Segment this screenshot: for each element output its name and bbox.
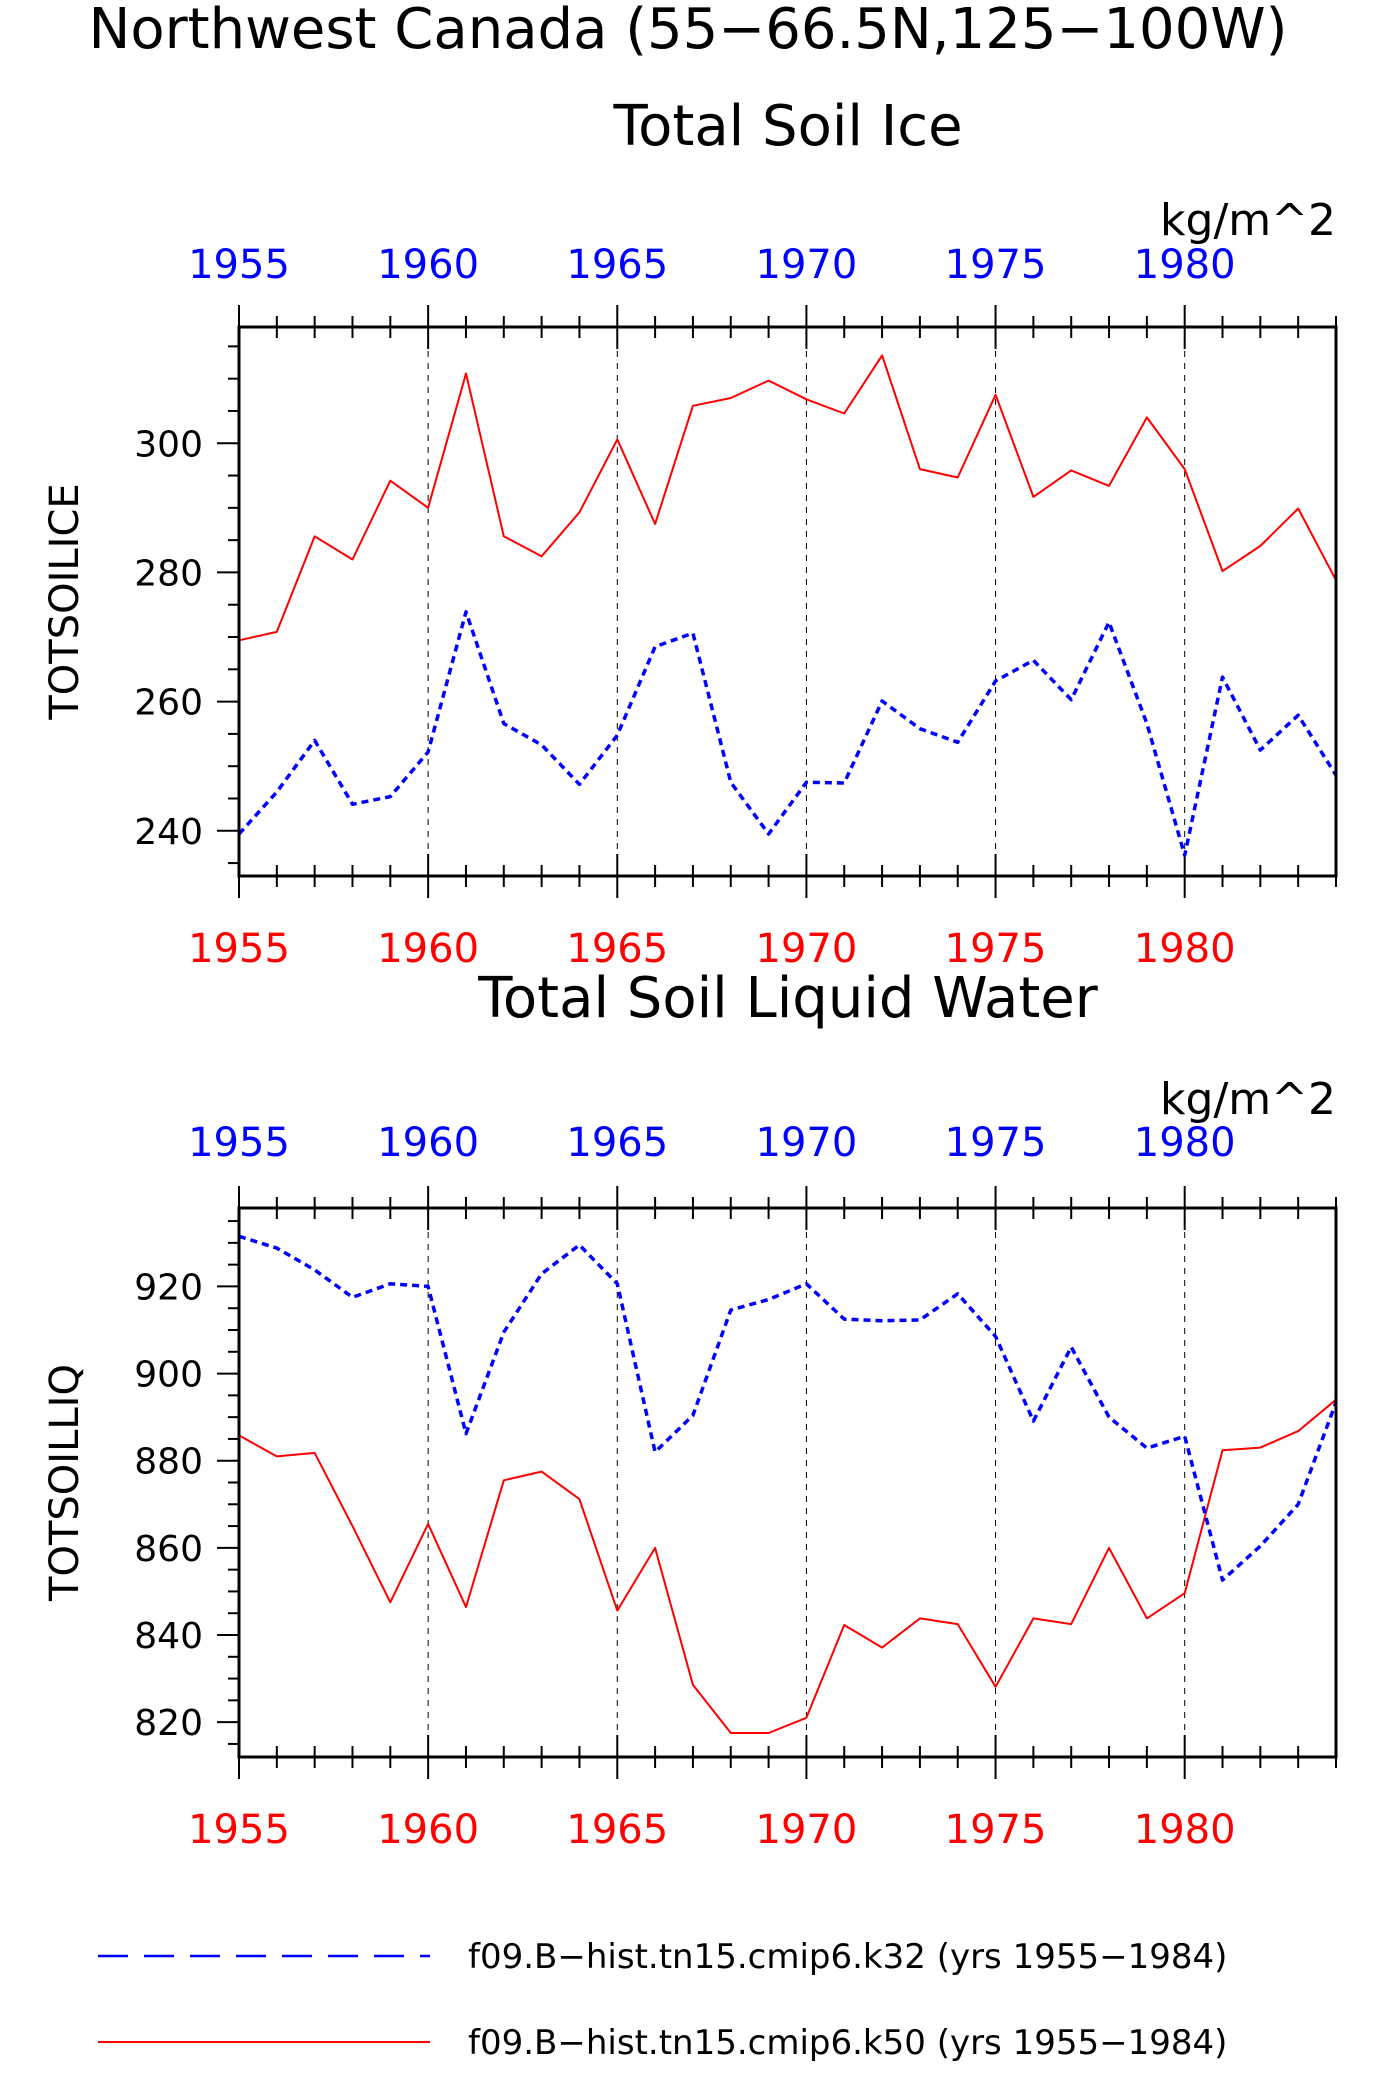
x-tick-label-top: 1960	[377, 242, 479, 288]
y-tick-label: 900	[134, 1355, 203, 1396]
panel-soil-liquid-water: Total Soil Liquid Water kg/m^2 TOTSOILLIQ 1…	[42, 966, 1338, 1853]
y-tick-label: 300	[134, 424, 203, 465]
x-tick-label-top: 1960	[377, 1120, 479, 1166]
y-tick-label: 280	[134, 553, 203, 594]
panel-title: Total Soil Liquid Water	[477, 966, 1099, 1031]
x-tick-label-top: 1955	[188, 1120, 290, 1166]
units-label: kg/m^2	[1160, 195, 1336, 246]
figure-title: Northwest Canada (55−66.5N,125−100W)	[88, 0, 1287, 62]
y-tick-label: 860	[134, 1529, 203, 1570]
x-tick-label-bottom: 1975	[945, 926, 1047, 972]
x-tick-label-top: 1975	[945, 1120, 1047, 1166]
x-tick-label-bottom: 1965	[566, 926, 668, 972]
x-tick-label-top: 1955	[188, 242, 290, 288]
x-tick-label-top: 1980	[1134, 1120, 1236, 1166]
x-tick-label-top: 1970	[756, 1120, 858, 1166]
x-tick-label-top: 1970	[756, 242, 858, 288]
plot-frame	[237, 1206, 1338, 1759]
legend-label-k32: f09.B−hist.tn15.cmip6.k32 (yrs 1955−1984…	[468, 1937, 1227, 1977]
x-tick-label-bottom: 1955	[188, 926, 290, 972]
y-tick-label: 240	[134, 812, 203, 853]
x-tick-label-bottom: 1980	[1134, 926, 1236, 972]
units-label: kg/m^2	[1160, 1074, 1336, 1125]
x-tick-label-bottom: 1960	[377, 1807, 479, 1853]
panel-title: Total Soil Ice	[612, 94, 962, 159]
y-tick-label: 880	[134, 1442, 203, 1483]
series-line-k32	[237, 610, 1338, 858]
y-axis-label: TOTSOILLIQ	[42, 1364, 88, 1602]
x-tick-label-top: 1980	[1134, 242, 1236, 288]
x-tick-label-bottom: 1980	[1134, 1807, 1236, 1853]
panel-soil-ice: Total Soil Ice kg/m^2 TOTSOILICE 1955 1955 19…	[42, 94, 1338, 972]
x-tick-label-bottom: 1955	[188, 1807, 290, 1853]
x-tick-label-bottom: 1970	[756, 926, 858, 972]
y-tick-label: 840	[134, 1616, 203, 1657]
legend: f09.B−hist.tn15.cmip6.k32 (yrs 1955−1984…	[98, 1937, 1227, 2063]
plot-frame	[237, 325, 1338, 878]
series-line-k32	[238, 1234, 1338, 1582]
x-tick-label-top: 1975	[945, 242, 1047, 288]
y-tick-label: 260	[134, 683, 203, 724]
series-line-k50	[238, 1398, 1337, 1734]
x-tick-label-top: 1965	[566, 1120, 668, 1166]
x-tick-label-top: 1965	[566, 242, 668, 288]
series-line-k50	[238, 354, 1337, 642]
x-tick-label-bottom: 1960	[377, 926, 479, 972]
x-tick-label-bottom: 1965	[566, 1807, 668, 1853]
x-tick-label-bottom: 1970	[756, 1807, 858, 1853]
legend-label-k50: f09.B−hist.tn15.cmip6.k50 (yrs 1955−1984…	[468, 2023, 1227, 2063]
y-tick-label: 920	[134, 1267, 203, 1308]
y-tick-label: 820	[134, 1703, 203, 1744]
x-tick-label-bottom: 1975	[945, 1807, 1047, 1853]
y-axis-label: TOTSOILICE	[42, 483, 88, 720]
